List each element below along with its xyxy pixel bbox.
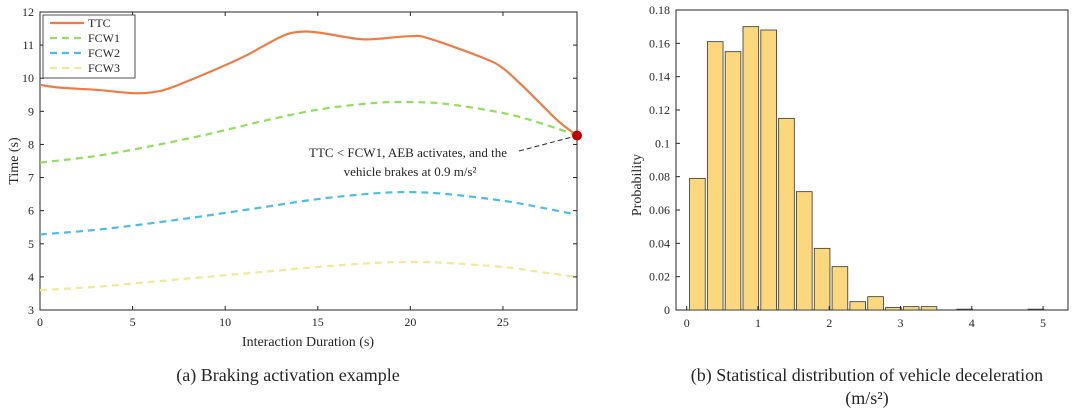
caption-b-line-2: (m/s²) — [845, 388, 888, 409]
plot-area-b — [675, 9, 1069, 311]
y-axis-label-b: Probability — [630, 154, 645, 216]
series-line-ttc — [39, 30, 578, 137]
probability-bar — [760, 29, 777, 311]
deceleration-distribution-chart: 0 1 2 3 4 5 0 0.02 0.04 0.06 0.08 0.1 0.12 0.14 0.16 0… — [630, 3, 1069, 409]
probability-bar — [796, 191, 813, 311]
y-tick-label-b: 0.18 — [649, 3, 670, 17]
x-tick-label-b: 5 — [1040, 316, 1046, 330]
y-tick-label-b: 0.1 — [655, 136, 670, 150]
probability-bar — [920, 306, 938, 311]
y-tick-label-a: 4 — [28, 270, 34, 284]
y-tick-label-a: 8 — [28, 137, 34, 151]
legend-label-fcw1: FCW1 — [88, 31, 120, 45]
x-tick-label-a: 0 — [37, 315, 43, 329]
x-tick-label-a: 15 — [312, 315, 324, 329]
probability-bar — [956, 308, 973, 311]
y-tick-label-b: 0.08 — [649, 170, 670, 184]
probability-bar — [689, 177, 706, 311]
legend-box — [42, 14, 136, 79]
y-tick-label-a: 9 — [28, 104, 34, 118]
series-line-fcw1 — [39, 100, 578, 164]
x-tick-label-b: 3 — [898, 316, 904, 330]
probability-bar — [813, 247, 831, 311]
probability-bar — [849, 301, 866, 311]
y-tick-label-a: 3 — [28, 303, 34, 317]
y-tick-label-b: 0.04 — [649, 236, 670, 250]
y-tick-label-a: 10 — [22, 71, 34, 85]
probability-bar — [831, 266, 849, 311]
series-line-fcw2 — [39, 191, 578, 236]
y-tick-label-b: 0.12 — [649, 103, 670, 117]
x-tick-label-b: 1 — [755, 316, 761, 330]
y-tick-label-a: 6 — [28, 204, 34, 218]
x-tick-label-b: 4 — [969, 316, 975, 330]
probability-bar — [724, 51, 742, 311]
legend-label-fcw2: FCW2 — [88, 46, 120, 60]
braking-activation-chart: 0 5 10 15 20 25 3 4 5 6 7 8 9 10 11 12 Interaction Dur… — [7, 5, 582, 386]
probability-bar — [742, 26, 760, 311]
legend-label-fcw3: FCW3 — [88, 61, 120, 75]
annotation-line-2: vehicle brakes at 0.9 m/s² — [344, 164, 477, 179]
probability-bar — [1027, 308, 1045, 311]
probability-bar — [867, 296, 884, 311]
annotation-line-1: TTC < FCW1, AEB activates, and the — [309, 145, 507, 160]
annotation-pointer — [518, 136, 573, 152]
y-tick-label-a: 12 — [22, 5, 34, 19]
x-tick-label-a: 10 — [219, 315, 231, 329]
caption-a: (a) Braking activation example — [176, 365, 399, 386]
y-tick-label-a: 7 — [28, 171, 34, 185]
y-tick-label-a: 5 — [28, 237, 34, 251]
aeb-activation-marker — [572, 130, 582, 141]
legend-label-ttc: TTC — [88, 16, 111, 30]
probability-bar — [706, 41, 724, 311]
y-tick-label-b: 0 — [664, 303, 670, 317]
x-tick-label-b: 2 — [826, 316, 832, 330]
y-axis-label-a: Time (s) — [7, 137, 22, 185]
y-tick-label-a: 11 — [22, 38, 34, 52]
probability-bar — [778, 117, 795, 311]
x-tick-label-b: 0 — [684, 316, 690, 330]
x-axis-label-a: Interaction Duration (s) — [242, 335, 375, 350]
y-tick-label-b: 0.02 — [649, 270, 670, 284]
caption-b-line-1: (b) Statistical distribution of vehicle … — [691, 365, 1043, 386]
x-tick-label-a: 20 — [404, 315, 416, 329]
y-tick-label-b: 0.14 — [649, 70, 670, 84]
probability-bar — [885, 307, 902, 311]
y-tick-label-b: 0.16 — [649, 36, 670, 50]
probability-bar — [902, 306, 920, 311]
x-tick-label-a: 5 — [130, 315, 136, 329]
x-tick-label-a: 25 — [497, 315, 509, 329]
y-tick-label-b: 0.06 — [649, 203, 670, 217]
